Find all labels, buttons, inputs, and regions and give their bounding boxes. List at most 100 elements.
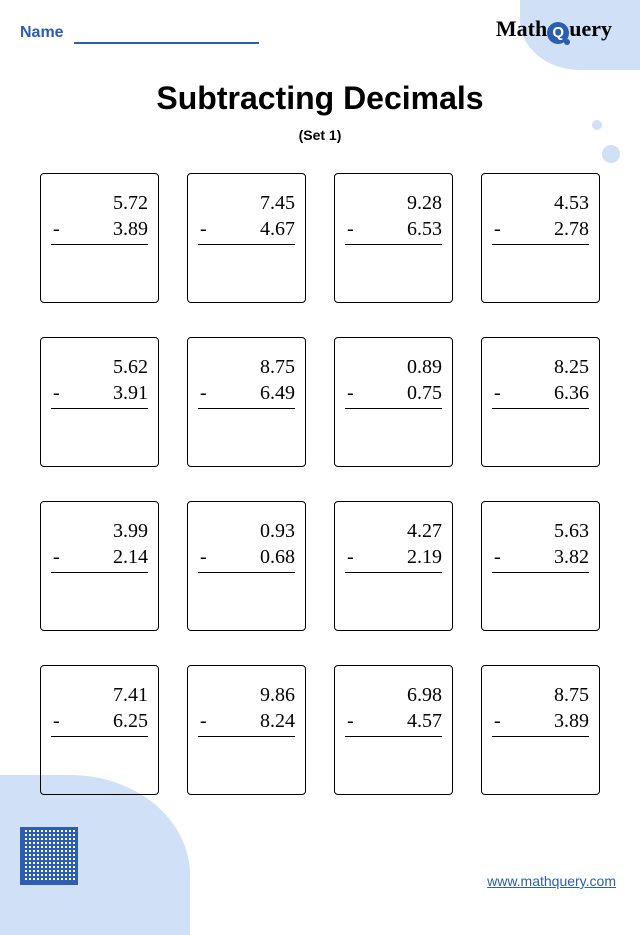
page-title: Subtracting Decimals [0,80,640,117]
subtrahend: 0.75 [407,380,442,406]
problem-card: 9.86-8.24 [187,665,306,795]
subtrahend: 3.89 [554,708,589,734]
minus-sign: - [53,380,60,406]
subtrahend: 2.78 [554,216,589,242]
minus-sign: - [347,380,354,406]
subtrahend-row: - 2.19 [345,544,442,570]
subtrahend: 6.36 [554,380,589,406]
subtrahend-row: -6.36 [492,380,589,406]
deco-dot [592,120,602,130]
minuend: 4.53 [492,190,589,216]
answer-rule [345,244,442,245]
subtrahend-row: - 6.49 [198,380,295,406]
site-url[interactable]: www.mathquery.com [487,873,616,889]
problem-card: 8.75- 3.89 [481,665,600,795]
minus-sign: - [200,708,207,734]
answer-rule [198,244,295,245]
page-subtitle: (Set 1) [0,127,640,143]
minuend: 8.25 [492,354,589,380]
answer-rule [198,408,295,409]
minuend: 9.28 [345,190,442,216]
minuend: 8.75 [198,354,295,380]
minus-sign: - [200,216,207,242]
minuend: 5.62 [51,354,148,380]
minuend: 0.89 [345,354,442,380]
problem-card: 8.25-6.36 [481,337,600,467]
subtrahend: 2.19 [407,544,442,570]
subtrahend-row: - 3.91 [51,380,148,406]
answer-rule [345,736,442,737]
minus-sign: - [53,544,60,570]
answer-rule [345,572,442,573]
problem-card: 3.99- 2.14 [40,501,159,631]
problem-card: 6.98-4.57 [334,665,453,795]
subtrahend: 6.53 [407,216,442,242]
problem-card: 9.28- 6.53 [334,173,453,303]
problem-card: 5.62- 3.91 [40,337,159,467]
problem-card: 8.75- 6.49 [187,337,306,467]
minus-sign: - [200,544,207,570]
subtrahend: 3.91 [113,380,148,406]
subtrahend-row: - 3.89 [51,216,148,242]
problem-card: 0.89- 0.75 [334,337,453,467]
subtrahend: 6.49 [260,380,295,406]
answer-rule [492,408,589,409]
subtrahend: 3.89 [113,216,148,242]
minus-sign: - [347,216,354,242]
answer-rule [51,408,148,409]
minus-sign: - [53,216,60,242]
answer-rule [51,244,148,245]
brand-logo: MathQuery [496,16,612,44]
answer-rule [492,572,589,573]
subtrahend-row: -6.25 [51,708,148,734]
brand-q-icon: Q [547,22,569,44]
answer-rule [51,572,148,573]
minuend: 8.75 [492,682,589,708]
header: Name MathQuery [0,0,640,60]
subtrahend-row: -8.24 [198,708,295,734]
answer-rule [492,244,589,245]
problem-card: 7.41-6.25 [40,665,159,795]
answer-rule [198,736,295,737]
subtrahend-row: - 2.78 [492,216,589,242]
subtrahend-row: - 0.68 [198,544,295,570]
subtrahend: 2.14 [113,544,148,570]
subtrahend: 4.57 [407,708,442,734]
minuend: 5.63 [492,518,589,544]
minus-sign: - [200,380,207,406]
subtrahend-row: - 2.14 [51,544,148,570]
minuend: 6.98 [345,682,442,708]
problem-card: 5.63-3.82 [481,501,600,631]
answer-rule [51,736,148,737]
name-underline[interactable] [74,42,259,44]
problem-card: 4.53- 2.78 [481,173,600,303]
minus-sign: - [494,708,501,734]
minus-sign: - [347,544,354,570]
subtrahend: 0.68 [260,544,295,570]
subtrahend-row: - 6.53 [345,216,442,242]
minuend: 0.93 [198,518,295,544]
minuend: 9.86 [198,682,295,708]
answer-rule [492,736,589,737]
minuend: 7.41 [51,682,148,708]
subtrahend-row: - 0.75 [345,380,442,406]
subtrahend-row: -3.82 [492,544,589,570]
minuend: 7.45 [198,190,295,216]
name-field: Name [20,24,259,42]
footer: www.mathquery.com [0,815,640,905]
subtrahend-row: -4.57 [345,708,442,734]
minuend: 5.72 [51,190,148,216]
subtrahend: 4.67 [260,216,295,242]
subtrahend: 3.82 [554,544,589,570]
brand-text-pre: Math [496,16,547,41]
deco-dot [602,145,620,163]
minus-sign: - [494,216,501,242]
problem-grid: 5.72-3.897.45-4.679.28-6.534.53-2.785.62… [0,143,640,795]
problem-card: 7.45- 4.67 [187,173,306,303]
name-label: Name [20,24,64,41]
subtrahend-row: - 4.67 [198,216,295,242]
answer-rule [345,408,442,409]
minuend: 3.99 [51,518,148,544]
minuend: 4.27 [345,518,442,544]
qr-code-icon [20,827,78,885]
